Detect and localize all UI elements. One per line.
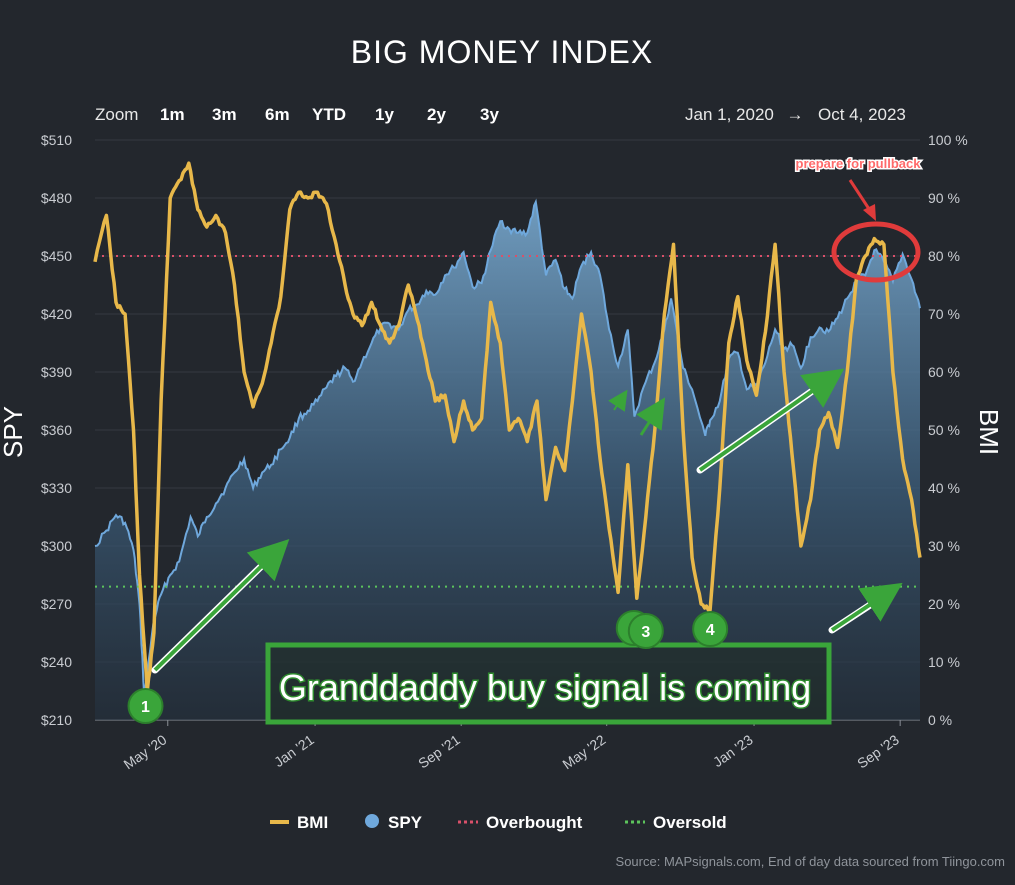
legend-spy-label: SPY: [388, 813, 423, 832]
y-left-tick-label: $480: [41, 190, 72, 206]
x-tick-label: Jan '23: [710, 731, 756, 770]
y-left-ticks: $210 $240 $270 $300 $330 $360 $390 $420 $450 $480…: [41, 132, 72, 728]
zoom-1m-button[interactable]: 1m: [160, 105, 185, 124]
legend-spy[interactable]: SPY: [365, 813, 423, 832]
legend-oversold[interactable]: Oversold: [625, 813, 727, 832]
y-right-tick-label: 10 %: [928, 654, 960, 670]
y-right-tick-label: 60 %: [928, 364, 960, 380]
up-arrow-3: [830, 582, 903, 632]
up-arrow-2: [698, 368, 845, 472]
pullback-arrow: [848, 179, 873, 213]
legend-bmi-label: BMI: [297, 813, 328, 832]
zoom-ytd-button[interactable]: YTD: [312, 105, 346, 124]
y-left-tick-label: $510: [41, 132, 72, 148]
y-right-tick-label: 40 %: [928, 480, 960, 496]
threshold-lines: [95, 255, 920, 588]
y-right-tick-label: 50 %: [928, 422, 960, 438]
y-right-axis-label: BMI: [974, 409, 1004, 455]
zoom-2y-button[interactable]: 2y: [427, 105, 446, 124]
chart-title: BIG MONEY INDEX: [351, 34, 653, 70]
pullback-annotation: prepare for pullback: [796, 156, 922, 171]
signal-marker-1: [127, 688, 164, 724]
y-left-tick-label: $330: [41, 480, 72, 496]
legend-spy-swatch: [365, 814, 379, 828]
range-from-input[interactable]: Jan 1, 2020: [685, 105, 774, 124]
date-range: Jan 1, 2020 → Oct 4, 2023: [685, 105, 906, 124]
y-right-tick-label: 0 %: [928, 712, 952, 728]
y-right-tick-label: 30 %: [928, 538, 960, 554]
pullback-arrowhead: [863, 204, 876, 221]
legend-overbought-label: Overbought: [486, 813, 583, 832]
signal-marker-4: [692, 611, 729, 647]
bmi-line: [93, 161, 922, 693]
x-tick-label: Sep '21: [415, 731, 463, 771]
zoom-3m-button[interactable]: 3m: [212, 105, 237, 124]
bmi-series: [93, 161, 922, 693]
zoom-6m-button[interactable]: 6m: [265, 105, 290, 124]
signal-label-4: 4: [706, 622, 715, 639]
pullback-circle: [831, 221, 921, 283]
annotation-layer: prepare for pullback Granddaddy buy sign…: [151, 155, 923, 725]
legend-bmi[interactable]: BMI: [270, 813, 328, 832]
legend-oversold-label: Oversold: [653, 813, 727, 832]
zoom-1y-button[interactable]: 1y: [375, 105, 394, 124]
y-left-tick-label: $390: [41, 364, 72, 380]
caption-text: Granddaddy buy signal is coming: [279, 667, 811, 708]
y-right-ticks: 0 % 10 % 20 % 30 % 40 % 50 % 60 % 70 % 80 % 90 % 1…: [928, 132, 968, 728]
y-right-tick-label: 100 %: [928, 132, 968, 148]
small-arrow-b: [608, 389, 628, 412]
series-layer: [94, 198, 921, 720]
legend-overbought[interactable]: Overbought: [458, 813, 583, 832]
signal-markers: 1234: [127, 610, 729, 724]
y-right-tick-label: 70 %: [928, 306, 960, 322]
small-arrow-a: [636, 397, 666, 436]
buy-arrow-1: [153, 539, 290, 672]
zoom-controls: Zoom 1m 3m 6m YTD 1y 2y 3y: [95, 105, 499, 124]
y-left-tick-label: $270: [41, 596, 72, 612]
x-tick-label: Sep '23: [854, 731, 902, 771]
x-tick-label: Jan '21: [271, 731, 317, 770]
signal-label-1: 1: [141, 699, 150, 716]
y-left-tick-label: $210: [41, 712, 72, 728]
source-note: Source: MAPsignals.com, End of day data …: [616, 854, 1005, 869]
zoom-3y-button[interactable]: 3y: [480, 105, 499, 124]
y-right-tick-label: 20 %: [928, 596, 960, 612]
y-left-tick-label: $420: [41, 306, 72, 322]
spy-area: [95, 201, 920, 720]
x-axis: May '20 Jan '21 Sep '21 May '22 Jan '23 Sep '…: [120, 720, 902, 772]
range-to-input[interactable]: Oct 4, 2023: [818, 105, 906, 124]
y-left-tick-label: $240: [41, 654, 72, 670]
signal-marker-3: [627, 613, 664, 649]
legend: BMI SPY Overbought Oversold: [270, 813, 727, 832]
y-left-tick-label: $300: [41, 538, 72, 554]
y-right-tick-label: 90 %: [928, 190, 960, 206]
signal-label-3: 3: [641, 624, 650, 641]
zoom-label: Zoom: [95, 105, 138, 124]
y-left-tick-label: $450: [41, 248, 72, 264]
range-arrow-icon: →: [787, 105, 804, 124]
x-tick-label: May '20: [120, 731, 169, 772]
y-left-tick-label: $360: [41, 422, 72, 438]
caption-box: [265, 642, 832, 725]
y-right-tick-label: 80 %: [928, 248, 960, 264]
y-left-axis-label: SPY: [0, 406, 28, 458]
x-tick-label: May '22: [559, 731, 608, 772]
